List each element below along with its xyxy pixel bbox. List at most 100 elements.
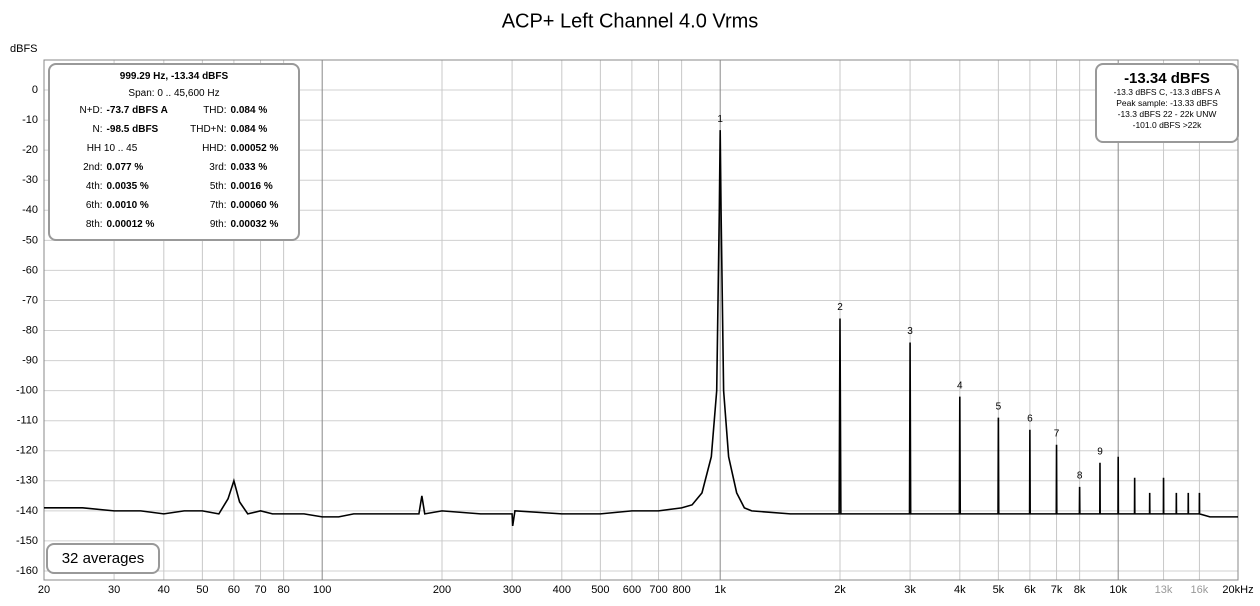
level-line: Peak sample: -13.33 dBFS: [1116, 98, 1218, 108]
peak-label: 7: [1054, 428, 1060, 439]
info-span: Span: 0 .. 45,600 Hz: [128, 88, 220, 99]
info-cell: HHD:: [202, 143, 227, 154]
y-tick-label: -20: [22, 144, 38, 156]
y-axis-label: dBFS: [10, 43, 38, 55]
averages-box: 32 averages: [46, 543, 160, 574]
x-tick-label: 40: [158, 584, 170, 596]
y-tick-label: -160: [16, 565, 38, 577]
info-cell: 9th:: [209, 219, 227, 230]
x-tick-label: 3k: [904, 584, 916, 596]
info-row: 6th: 0.0010 % 7th: 0.00060 %: [50, 196, 298, 215]
y-tick-label: -40: [22, 204, 38, 216]
info-cell: 6th:: [85, 200, 103, 211]
x-tick-label: 80: [277, 584, 289, 596]
x-tick-label: 200: [433, 584, 451, 596]
x-tick-label: 70: [254, 584, 266, 596]
info-cell: 8th:: [85, 219, 103, 230]
info-cell: 3rd:: [209, 162, 227, 173]
level-box: -13.34 dBFS -13.3 dBFS C, -13.3 dBFS A Pe…: [1095, 63, 1239, 143]
info-cell: 0.00012 %: [106, 219, 155, 230]
x-tick-label: 600: [623, 584, 641, 596]
info-box: 999.29 Hz, -13.34 dBFS Span: 0 .. 45,600…: [48, 63, 300, 241]
x-tick-label: 100: [313, 584, 331, 596]
y-tick-label: -80: [22, 324, 38, 336]
info-row: 2nd: 0.077 % 3rd: 0.033 %: [50, 158, 298, 177]
x-tick-label: 6k: [1024, 584, 1036, 596]
x-tick-label: 400: [553, 584, 571, 596]
info-table: N+D: -73.7 dBFS A THD: 0.084 % N: -98.5 dBFS T…: [50, 101, 298, 234]
info-cell: 0.077 %: [106, 162, 144, 173]
peak-label: 5: [996, 401, 1002, 412]
info-row: 8th: 0.00012 % 9th: 0.00032 %: [50, 215, 298, 234]
x-tick-label: 1k: [714, 584, 726, 596]
info-row: HH 10 .. 45 HHD: 0.00052 %: [50, 139, 298, 158]
y-tick-label: -120: [16, 445, 38, 457]
level-line: -13.3 dBFS 22 - 22k UNW: [1117, 109, 1217, 119]
level-line: -101.0 dBFS >22k: [1132, 120, 1202, 130]
x-tick-label: 500: [591, 584, 609, 596]
x-tick-label: 60: [228, 584, 240, 596]
info-cell: 0.00032 %: [230, 219, 279, 230]
info-cell: 4th:: [85, 181, 103, 192]
info-cell: 2nd:: [83, 162, 103, 173]
spectrum-line: [44, 130, 1238, 527]
y-tick-label: -130: [16, 475, 38, 487]
info-cell: HH 10 .. 45: [86, 143, 138, 154]
y-tick-label: -100: [16, 385, 38, 397]
peak-label: 9: [1097, 446, 1103, 457]
y-tick-label: -150: [16, 535, 38, 547]
x-tick-label: 5k: [993, 584, 1005, 596]
x-tick-label: 20: [38, 584, 50, 596]
x-tick-label: 300: [503, 584, 521, 596]
y-tick-label: -30: [22, 174, 38, 186]
info-cell: 0.084 %: [230, 124, 268, 135]
x-tick-label: 13k: [1155, 584, 1173, 596]
info-cell: -98.5 dBFS: [106, 124, 159, 135]
y-tick-label: -90: [22, 354, 38, 366]
info-row: N: -98.5 dBFS THD+N: 0.084 %: [50, 120, 298, 139]
info-cell: 0.033 %: [230, 162, 268, 173]
x-tick-label: 7k: [1051, 584, 1063, 596]
plot-frame: [43, 59, 1239, 581]
info-cell: 0.0016 %: [230, 181, 273, 192]
x-tick-label: 10k: [1109, 584, 1127, 596]
x-tick-label: 20kHz: [1222, 584, 1253, 596]
peak-label: 8: [1077, 470, 1083, 481]
info-cell: N:: [92, 124, 103, 135]
level-lines: -13.3 dBFS C, -13.3 dBFS A Peak sample: -…: [1097, 87, 1237, 131]
level-line: -13.3 dBFS C, -13.3 dBFS A: [1113, 87, 1221, 97]
info-cell: THD+N:: [190, 124, 227, 135]
y-tick-label: -50: [22, 234, 38, 246]
info-cell: 0.0010 %: [106, 200, 149, 211]
info-title: 999.29 Hz, -13.34 dBFS: [119, 71, 229, 82]
info-cell: -73.7 dBFS A: [106, 105, 168, 116]
x-tick-label: 800: [672, 584, 690, 596]
info-cell: 0.084 %: [230, 105, 268, 116]
x-tick-label: 8k: [1074, 584, 1086, 596]
info-cell: 7th:: [209, 200, 227, 211]
info-cell: THD:: [203, 105, 227, 116]
y-tick-label: -140: [16, 505, 38, 517]
info-cell: N+D:: [79, 105, 103, 116]
y-tick-label: 0: [32, 84, 38, 96]
info-row: 4th: 0.0035 % 5th: 0.0016 %: [50, 177, 298, 196]
x-tick-label: 2k: [834, 584, 846, 596]
chart-title: ACP+ Left Channel 4.0 Vrms: [502, 10, 759, 32]
peak-label: 3: [907, 326, 913, 337]
info-row: N+D: -73.7 dBFS A THD: 0.084 %: [50, 101, 298, 120]
info-cell: 5th:: [209, 181, 227, 192]
peak-label: 1: [717, 114, 723, 125]
x-tick-label: 700: [649, 584, 667, 596]
x-tick-label: 30: [108, 584, 120, 596]
peak-label: 4: [957, 380, 963, 391]
info-cell: 0.00052 %: [230, 143, 279, 154]
level-title: -13.34 dBFS: [1124, 70, 1210, 87]
peak-label: 2: [837, 302, 843, 313]
info-cell: 0.0035 %: [106, 181, 149, 192]
y-tick-label: -70: [22, 294, 38, 306]
x-tick-label: 50: [196, 584, 208, 596]
y-tick-label: -10: [22, 114, 38, 126]
grid: [43, 60, 1239, 580]
